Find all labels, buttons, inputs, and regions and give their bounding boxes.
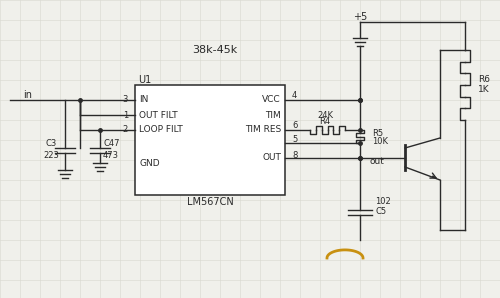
Text: 473: 473 [103, 151, 119, 161]
Text: C47: C47 [103, 139, 120, 148]
Text: 1K: 1K [478, 85, 490, 94]
Bar [135, 85, 285, 195]
Text: out: out [370, 156, 385, 165]
Text: 223: 223 [43, 151, 59, 161]
Text: 6: 6 [292, 120, 298, 130]
Text: OUT FILT: OUT FILT [139, 111, 177, 119]
Text: 5: 5 [292, 136, 297, 145]
Text: 10K: 10K [372, 136, 388, 145]
Text: 1: 1 [123, 111, 128, 119]
Text: 4: 4 [292, 91, 297, 100]
Text: GND: GND [139, 159, 160, 167]
Text: R4: R4 [320, 117, 330, 126]
Text: 2: 2 [123, 125, 128, 134]
Text: OUT: OUT [262, 153, 281, 162]
Text: 102: 102 [375, 198, 391, 207]
Text: 24K: 24K [317, 111, 333, 120]
Text: 38k-45k: 38k-45k [192, 45, 238, 55]
Text: 3: 3 [122, 95, 128, 105]
Text: LOOP FILT: LOOP FILT [139, 125, 183, 134]
Text: in: in [24, 90, 32, 100]
Text: TIM: TIM [265, 111, 281, 119]
Text: U1: U1 [138, 75, 151, 85]
Text: TIM RES: TIM RES [245, 125, 281, 134]
Text: VCC: VCC [262, 95, 281, 105]
Text: LM567CN: LM567CN [186, 197, 234, 207]
Text: C3: C3 [46, 139, 56, 148]
Text: +5: +5 [353, 12, 367, 22]
Text: C5: C5 [375, 207, 386, 217]
Text: R5: R5 [372, 128, 383, 137]
Text: 8: 8 [292, 150, 298, 159]
Text: IN: IN [139, 95, 148, 105]
Text: R6: R6 [478, 74, 490, 83]
